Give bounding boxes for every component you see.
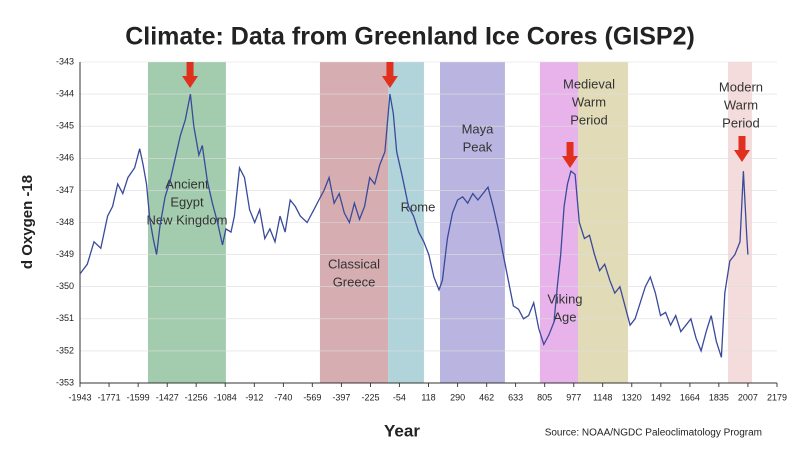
y-tick-label: -349 [56, 249, 74, 259]
band-label: Maya [462, 121, 495, 136]
peak-arrow [733, 136, 750, 162]
x-tick-label: -1599 [127, 392, 150, 402]
y-tick-label: -350 [56, 281, 74, 291]
band-label: Warm [572, 94, 606, 109]
band-label: Viking [547, 291, 582, 306]
y-tick-label: -352 [56, 345, 74, 355]
y-tick-label: -348 [56, 217, 74, 227]
band-label: New Kingdom [146, 212, 227, 227]
y-tick-label: -353 [56, 377, 74, 387]
y-tick-label: -351 [56, 313, 74, 323]
x-tick-label: 1148 [593, 392, 612, 402]
x-tick-label: -1256 [185, 392, 208, 402]
x-tick-label: -569 [303, 392, 321, 402]
y-axis-label: d Oxygen -18 [19, 175, 36, 269]
chart-title: Climate: Data from Greenland Ice Cores (… [125, 23, 695, 51]
band-label: Modern [719, 79, 763, 94]
x-tick-label: 1320 [622, 392, 642, 402]
x-tick-label: 633 [508, 392, 523, 402]
y-tick-label: -344 [56, 88, 74, 98]
y-tick-label: -343 [56, 56, 74, 66]
x-tick-label: 118 [421, 392, 435, 402]
x-tick-label: 1664 [680, 392, 700, 402]
x-tick-label: 805 [537, 392, 552, 402]
band-label: Classical [328, 256, 380, 271]
x-axis-label: Year [384, 421, 420, 440]
y-tick-label: -347 [56, 185, 74, 195]
band-label: Period [570, 112, 608, 127]
peak-arrow [381, 62, 398, 88]
x-tick-label: 1492 [651, 392, 671, 402]
band-label: Peak [463, 139, 493, 154]
band-label: Medieval [563, 76, 615, 91]
y-tick-label: -346 [56, 153, 74, 163]
band-label: Rome [401, 199, 436, 214]
x-tick-label: -1084 [214, 392, 237, 402]
x-tick-label: -740 [274, 392, 292, 402]
x-tick-label: -1943 [68, 392, 91, 402]
peak-arrow [182, 62, 199, 88]
source-note: Source: NOAA/NGDC Paleoclimatology Progr… [545, 428, 762, 439]
x-tick-label: -912 [245, 392, 263, 402]
x-tick-label: 977 [566, 392, 581, 402]
x-tick-label: -225 [361, 392, 379, 402]
x-tick-label: 290 [450, 392, 465, 402]
x-tick-label: 2007 [738, 392, 758, 402]
x-tick-label: -1427 [156, 392, 179, 402]
peak-arrow [562, 142, 579, 168]
y-tick-label: -345 [56, 121, 74, 131]
x-tick-label: 462 [479, 392, 494, 402]
band-label: Ancient [165, 176, 209, 191]
band-label: Egypt [170, 194, 204, 209]
x-tick-label: 1835 [709, 392, 729, 402]
band-label: Warm [724, 97, 758, 112]
x-tick-label: 2179 [767, 392, 787, 402]
band-label: Greece [333, 274, 376, 289]
band-label: Period [722, 115, 760, 130]
data-line [79, 93, 749, 358]
x-tick-label: -1771 [98, 392, 121, 402]
x-tick-label: -54 [393, 392, 406, 402]
x-tick-label: -397 [332, 392, 350, 402]
band-label: Age [553, 309, 576, 324]
